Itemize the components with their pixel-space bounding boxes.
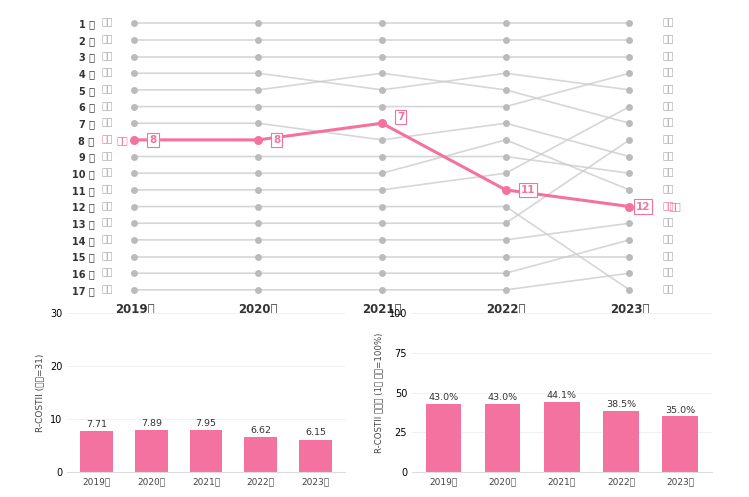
Text: 8: 8 (149, 135, 157, 145)
Text: 경기: 경기 (663, 19, 674, 28)
Text: 전북: 전북 (117, 135, 128, 145)
Y-axis label: R-COSTII 상대값 (1위 지역=100%): R-COSTII 상대값 (1위 지역=100%) (374, 332, 383, 453)
Y-axis label: R-COSTII (만점=31): R-COSTII (만점=31) (36, 353, 45, 432)
Text: 44.1%: 44.1% (547, 392, 577, 401)
Text: 강원: 강원 (663, 252, 674, 261)
Text: 세종: 세종 (101, 269, 112, 278)
Text: 울산: 울산 (663, 69, 674, 78)
Bar (544, 402, 580, 472)
Bar (80, 431, 113, 472)
Text: 6.15: 6.15 (305, 428, 326, 437)
Text: 12: 12 (636, 202, 650, 212)
Text: 전북: 전북 (663, 202, 674, 211)
Text: 부산: 부산 (101, 119, 112, 128)
Text: 7.95: 7.95 (195, 419, 216, 428)
Text: 제주: 제주 (101, 285, 112, 294)
Bar (485, 404, 521, 472)
Text: 43.0%: 43.0% (428, 393, 458, 402)
Text: 11: 11 (521, 185, 535, 195)
Bar (135, 430, 168, 472)
Text: 경북: 경북 (663, 85, 674, 94)
Text: 세종: 세종 (663, 236, 674, 245)
Text: 인천: 인천 (663, 185, 674, 194)
Text: 인천: 인천 (101, 168, 112, 178)
Text: 충북: 충북 (101, 85, 112, 94)
Bar (662, 416, 698, 472)
Text: 전북: 전북 (101, 135, 112, 145)
Text: 부산: 부산 (663, 152, 674, 161)
Text: 전북: 전북 (669, 202, 681, 212)
Text: 광주: 광주 (101, 185, 112, 194)
Text: 울산: 울산 (101, 102, 112, 111)
Text: 전남: 전남 (663, 285, 674, 294)
Text: 서울: 서울 (101, 35, 112, 44)
Text: 대구: 대구 (663, 219, 674, 228)
Text: 7.89: 7.89 (141, 419, 162, 428)
Text: 충남: 충남 (101, 152, 112, 161)
Text: 7: 7 (397, 112, 404, 122)
Text: 대전: 대전 (663, 52, 674, 61)
Text: 38.5%: 38.5% (606, 400, 636, 410)
Text: 전남: 전남 (101, 202, 112, 211)
Text: 8: 8 (273, 135, 280, 145)
Bar (603, 411, 639, 472)
Text: 제주: 제주 (663, 269, 674, 278)
Text: 35.0%: 35.0% (665, 406, 695, 415)
Bar (299, 439, 332, 472)
Text: 43.0%: 43.0% (488, 393, 518, 402)
Text: 서울: 서울 (663, 35, 674, 44)
Text: 6.62: 6.62 (250, 426, 271, 435)
Text: 강원: 강원 (101, 252, 112, 261)
Text: 충북: 충북 (663, 119, 674, 128)
Bar (425, 404, 461, 472)
Text: 대구: 대구 (101, 236, 112, 245)
Text: 경남: 경남 (663, 135, 674, 145)
Text: 경북: 경북 (101, 69, 112, 78)
Bar (244, 437, 277, 472)
Bar (189, 430, 222, 472)
Text: 7.71: 7.71 (86, 420, 107, 429)
Text: 경기: 경기 (101, 19, 112, 28)
Text: 광주: 광주 (663, 102, 674, 111)
Text: 경남: 경남 (101, 219, 112, 228)
Text: 충남: 충남 (663, 168, 674, 178)
Text: 대전: 대전 (101, 52, 112, 61)
